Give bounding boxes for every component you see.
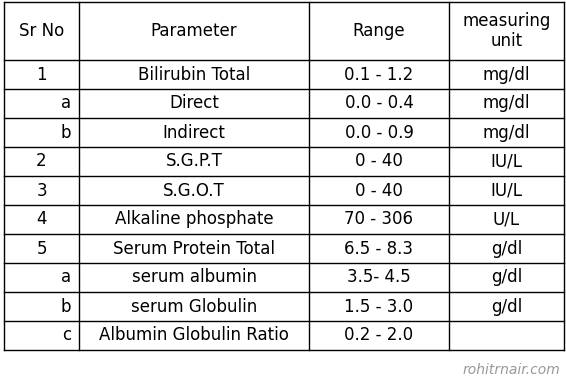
Text: Bilirubin Total: Bilirubin Total	[138, 65, 250, 84]
Text: Serum Protein Total: Serum Protein Total	[113, 239, 275, 258]
Text: rohitrnair.com: rohitrnair.com	[462, 363, 560, 377]
Text: 70 - 306: 70 - 306	[345, 211, 414, 229]
Text: 0 - 40: 0 - 40	[355, 152, 403, 171]
Text: Alkaline phosphate: Alkaline phosphate	[115, 211, 273, 229]
Text: Direct: Direct	[169, 94, 219, 112]
Text: 3.5- 4.5: 3.5- 4.5	[347, 268, 411, 286]
Text: Indirect: Indirect	[162, 124, 225, 142]
Text: mg/dl: mg/dl	[483, 124, 530, 142]
Text: 3: 3	[36, 181, 47, 199]
Text: 1.5 - 3.0: 1.5 - 3.0	[345, 298, 414, 315]
Text: a: a	[61, 94, 71, 112]
Text: Sr No: Sr No	[19, 22, 64, 40]
Text: measuring
unit: measuring unit	[462, 12, 551, 50]
Text: serum albumin: serum albumin	[131, 268, 256, 286]
Text: 2: 2	[36, 152, 47, 171]
Text: 0.0 - 0.9: 0.0 - 0.9	[345, 124, 413, 142]
Text: serum Globulin: serum Globulin	[131, 298, 257, 315]
Text: 6.5 - 8.3: 6.5 - 8.3	[345, 239, 414, 258]
Text: 0.2 - 2.0: 0.2 - 2.0	[345, 326, 414, 345]
Text: Albumin Globulin Ratio: Albumin Globulin Ratio	[99, 326, 289, 345]
Text: 4: 4	[36, 211, 47, 229]
Text: IU/L: IU/L	[491, 152, 522, 171]
Text: g/dl: g/dl	[491, 239, 522, 258]
Text: Parameter: Parameter	[151, 22, 237, 40]
Text: S.G.P.T: S.G.P.T	[166, 152, 222, 171]
Text: g/dl: g/dl	[491, 268, 522, 286]
Text: 0.1 - 1.2: 0.1 - 1.2	[344, 65, 414, 84]
Text: a: a	[61, 268, 71, 286]
Text: mg/dl: mg/dl	[483, 94, 530, 112]
Text: g/dl: g/dl	[491, 298, 522, 315]
Text: 0.0 - 0.4: 0.0 - 0.4	[345, 94, 413, 112]
Text: 5: 5	[36, 239, 47, 258]
Text: S.G.O.T: S.G.O.T	[163, 181, 225, 199]
Text: c: c	[62, 326, 71, 345]
Text: 1: 1	[36, 65, 47, 84]
Text: 0 - 40: 0 - 40	[355, 181, 403, 199]
Text: b: b	[61, 298, 71, 315]
Text: Range: Range	[353, 22, 405, 40]
Text: IU/L: IU/L	[491, 181, 522, 199]
Text: mg/dl: mg/dl	[483, 65, 530, 84]
Text: U/L: U/L	[493, 211, 520, 229]
Text: b: b	[61, 124, 71, 142]
